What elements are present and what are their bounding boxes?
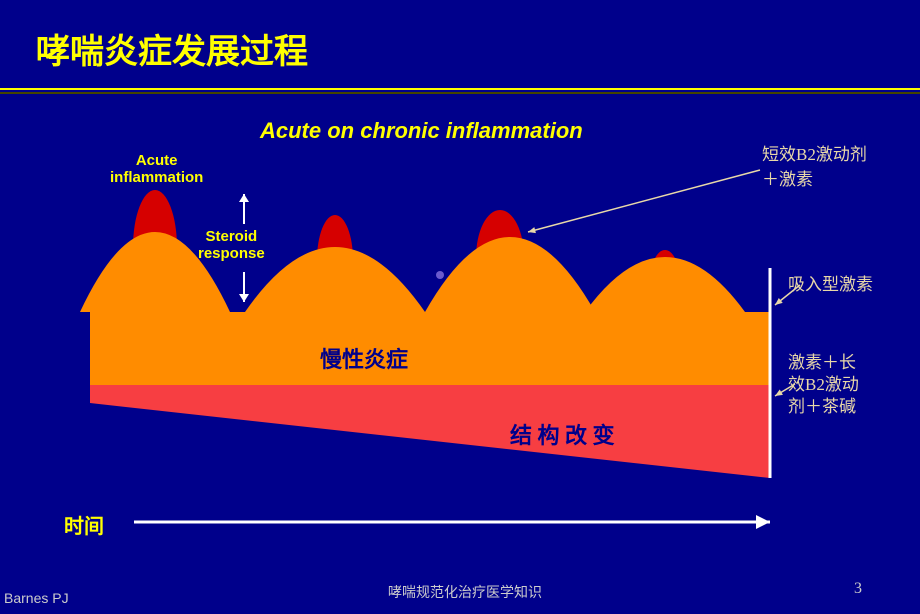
time-axis-label: 时间 bbox=[64, 510, 104, 539]
acute-inflammation-label: Acute inflammation bbox=[110, 152, 203, 186]
acute-line2: inflammation bbox=[110, 169, 203, 186]
anno-combo-l2: 效B2激动 bbox=[788, 374, 859, 396]
footer-caption: 哮喘规范化治疗医学知识 bbox=[388, 582, 542, 602]
annotation-combo-therapy: 激素＋长 效B2激动 剂＋茶碱 bbox=[788, 352, 859, 418]
steroid-line1: Steroid bbox=[198, 228, 265, 245]
acute-line1: Acute bbox=[110, 152, 203, 169]
steroid-line2: response bbox=[198, 245, 265, 262]
footer-page-number: 3 bbox=[854, 580, 862, 598]
anno-combo-l1: 激素＋长 bbox=[788, 352, 859, 374]
anno-combo-l3: 剂＋茶碱 bbox=[788, 396, 859, 418]
footer-source: Barnes PJ bbox=[4, 590, 69, 606]
annotation-inhaled-steroid: 吸入型激素 bbox=[788, 270, 873, 295]
anno-shortb2-l2: ＋激素 bbox=[762, 165, 867, 190]
chronic-inflammation-label: 慢性炎症 bbox=[320, 342, 408, 374]
structural-change-label: 结 构 改 变 bbox=[510, 418, 615, 450]
steroid-response-label: Steroid response bbox=[198, 228, 265, 262]
annotation-short-b2: 短效B2激动剂 ＋激素 bbox=[762, 140, 867, 190]
inflammation-diagram bbox=[0, 0, 920, 614]
anno-shortb2-l1: 短效B2激动剂 bbox=[762, 140, 867, 165]
